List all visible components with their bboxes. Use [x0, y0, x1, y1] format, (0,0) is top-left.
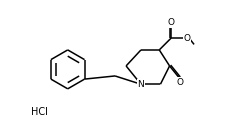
Text: O: O: [183, 34, 190, 42]
Text: HCl: HCl: [31, 107, 47, 117]
Text: O: O: [168, 18, 175, 27]
Text: N: N: [138, 80, 144, 89]
Text: O: O: [177, 78, 184, 87]
